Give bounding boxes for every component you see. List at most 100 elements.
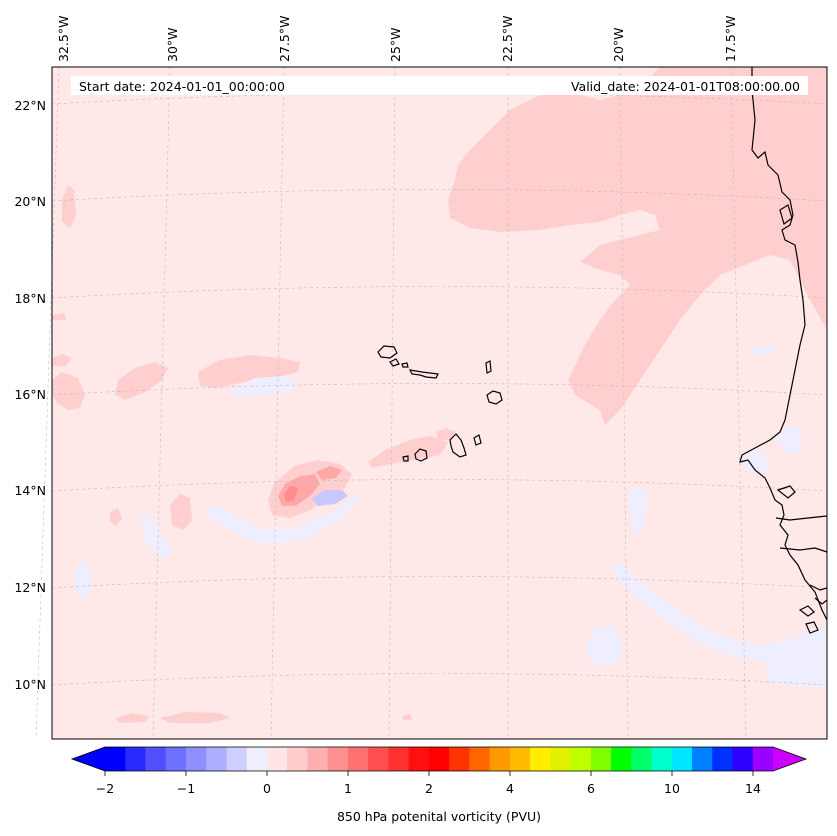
pv-region-bottom-1 bbox=[115, 713, 150, 723]
colorbar-cell bbox=[226, 747, 248, 771]
colorbar-title: 850 hPa potenital vorticity (PVU) bbox=[337, 809, 541, 824]
lon-label: 32.5°W bbox=[56, 16, 71, 62]
lon-label: 25°W bbox=[388, 27, 403, 62]
lon-label: 20°W bbox=[611, 27, 626, 62]
neg-region-coast-4 bbox=[750, 345, 773, 358]
coastline-bissagos bbox=[798, 605, 815, 617]
colorbar-min-extension bbox=[72, 747, 105, 771]
parallel bbox=[51, 92, 828, 105]
vortex-east-lobe bbox=[316, 466, 342, 480]
colorbar-tick-label: −2 bbox=[96, 781, 114, 796]
coastline-bissagos-2 bbox=[805, 621, 819, 634]
colorbar-tick-label: 6 bbox=[587, 781, 595, 796]
lat-label: 18°N bbox=[14, 291, 46, 306]
lat-label: 10°N bbox=[14, 677, 46, 692]
cape-verde-islands bbox=[377, 345, 503, 462]
colorbar-cell bbox=[347, 747, 369, 771]
colorbar-cell bbox=[692, 747, 713, 771]
colorbar-cell bbox=[449, 747, 470, 771]
colorbar-cell bbox=[246, 747, 268, 771]
lat-label: 20°N bbox=[14, 194, 46, 209]
parallel bbox=[51, 673, 828, 686]
lat-label: 22°N bbox=[14, 98, 46, 113]
start-date-text: Start date: 2024-01-01_00:00:00 bbox=[79, 79, 285, 94]
colorbar-cell bbox=[408, 747, 430, 771]
coastline-main bbox=[739, 67, 828, 621]
pv-region-bottom-3 bbox=[402, 714, 412, 720]
colorbar-cell bbox=[489, 747, 511, 771]
colorbar-tick-label: 1 bbox=[344, 781, 352, 796]
pv-region-bottom-2 bbox=[160, 712, 230, 723]
lat-label: 14°N bbox=[14, 483, 46, 498]
colorbar-cell bbox=[105, 747, 126, 771]
colorbar-cell bbox=[165, 747, 187, 771]
colorbar-cell bbox=[590, 747, 612, 771]
colorbar: −2 −1 0 1 2 4 6 10 14 850 hPa potenital … bbox=[70, 746, 808, 824]
colorbar-cell bbox=[509, 747, 531, 771]
neg-region-mid bbox=[230, 376, 300, 398]
meridian bbox=[270, 66, 285, 740]
africa-coastline bbox=[739, 67, 828, 634]
colorbar-cell bbox=[428, 747, 450, 771]
colorbar-cell bbox=[550, 747, 572, 771]
coastline-estuary-5 bbox=[814, 597, 828, 605]
island-maio bbox=[473, 434, 482, 446]
colorbar-tick-label: 4 bbox=[506, 781, 514, 796]
meridian bbox=[35, 66, 60, 740]
pv-region-north-arm bbox=[605, 140, 760, 230]
island-sao-vicente bbox=[389, 358, 400, 367]
colorbar-cell bbox=[712, 747, 734, 771]
pv-region-west-blob-1 bbox=[52, 372, 85, 410]
colorbar-cell bbox=[307, 747, 329, 771]
meridian bbox=[388, 66, 396, 740]
colorbar-cell bbox=[287, 747, 308, 771]
neg-region-coast-2 bbox=[775, 425, 802, 455]
island-santo-antao bbox=[377, 345, 398, 359]
coastline-estuary-1 bbox=[776, 485, 796, 499]
neg-region-west-2 bbox=[74, 560, 92, 598]
colorbar-cell bbox=[530, 747, 551, 771]
pv-region-mid-band bbox=[198, 355, 300, 388]
colorbar-tick-label: −1 bbox=[177, 781, 195, 796]
neg-region-east-blob bbox=[585, 626, 622, 668]
lat-label: 12°N bbox=[14, 580, 46, 595]
colorbar-cell bbox=[266, 747, 288, 771]
pv-region-island-band bbox=[368, 436, 448, 468]
colorbar-tick-labels: −2 −1 0 1 2 4 6 10 14 bbox=[96, 781, 761, 796]
coastline-estuary-4 bbox=[809, 584, 828, 591]
colorbar-cell bbox=[185, 747, 207, 771]
colorbar-cell bbox=[631, 747, 653, 771]
coastline-estuary-3 bbox=[779, 547, 828, 553]
meridian bbox=[730, 66, 747, 740]
pv-region-west-strip bbox=[62, 185, 76, 228]
meridian bbox=[152, 66, 171, 740]
colorbar-cell bbox=[469, 747, 491, 771]
island-sal bbox=[485, 360, 492, 374]
pv-region-west-blob-2 bbox=[115, 362, 168, 400]
coastline-estuary-2 bbox=[775, 515, 828, 521]
colorbar-cell bbox=[206, 747, 227, 771]
neg-region-coast-5 bbox=[740, 450, 770, 475]
island-santa-luzia bbox=[401, 362, 409, 368]
parallel bbox=[51, 189, 828, 202]
pv-region-edge-1 bbox=[52, 313, 66, 320]
pv-region-small-3 bbox=[110, 508, 122, 526]
graticule bbox=[35, 66, 828, 740]
colorbar-cell bbox=[671, 747, 693, 771]
colorbar-cell bbox=[732, 747, 754, 771]
colorbar-cell bbox=[145, 747, 167, 771]
island-boa-vista bbox=[486, 390, 503, 405]
parallel bbox=[51, 383, 828, 396]
pv-region-small-2 bbox=[170, 494, 192, 530]
neg-region-west-1 bbox=[140, 515, 172, 558]
colorbar-cell bbox=[125, 747, 146, 771]
meridian bbox=[619, 66, 629, 740]
neg-region-arc bbox=[205, 495, 358, 544]
colorbar-tick-label: 0 bbox=[263, 781, 271, 796]
colorbar-cell bbox=[570, 747, 592, 771]
strong-negative-pv bbox=[312, 490, 348, 506]
lon-label: 22.5°W bbox=[500, 16, 515, 62]
pv-peak bbox=[284, 486, 298, 502]
valid-date-text: Valid_date: 2024-01-01T08:00:00.00 bbox=[571, 79, 800, 94]
